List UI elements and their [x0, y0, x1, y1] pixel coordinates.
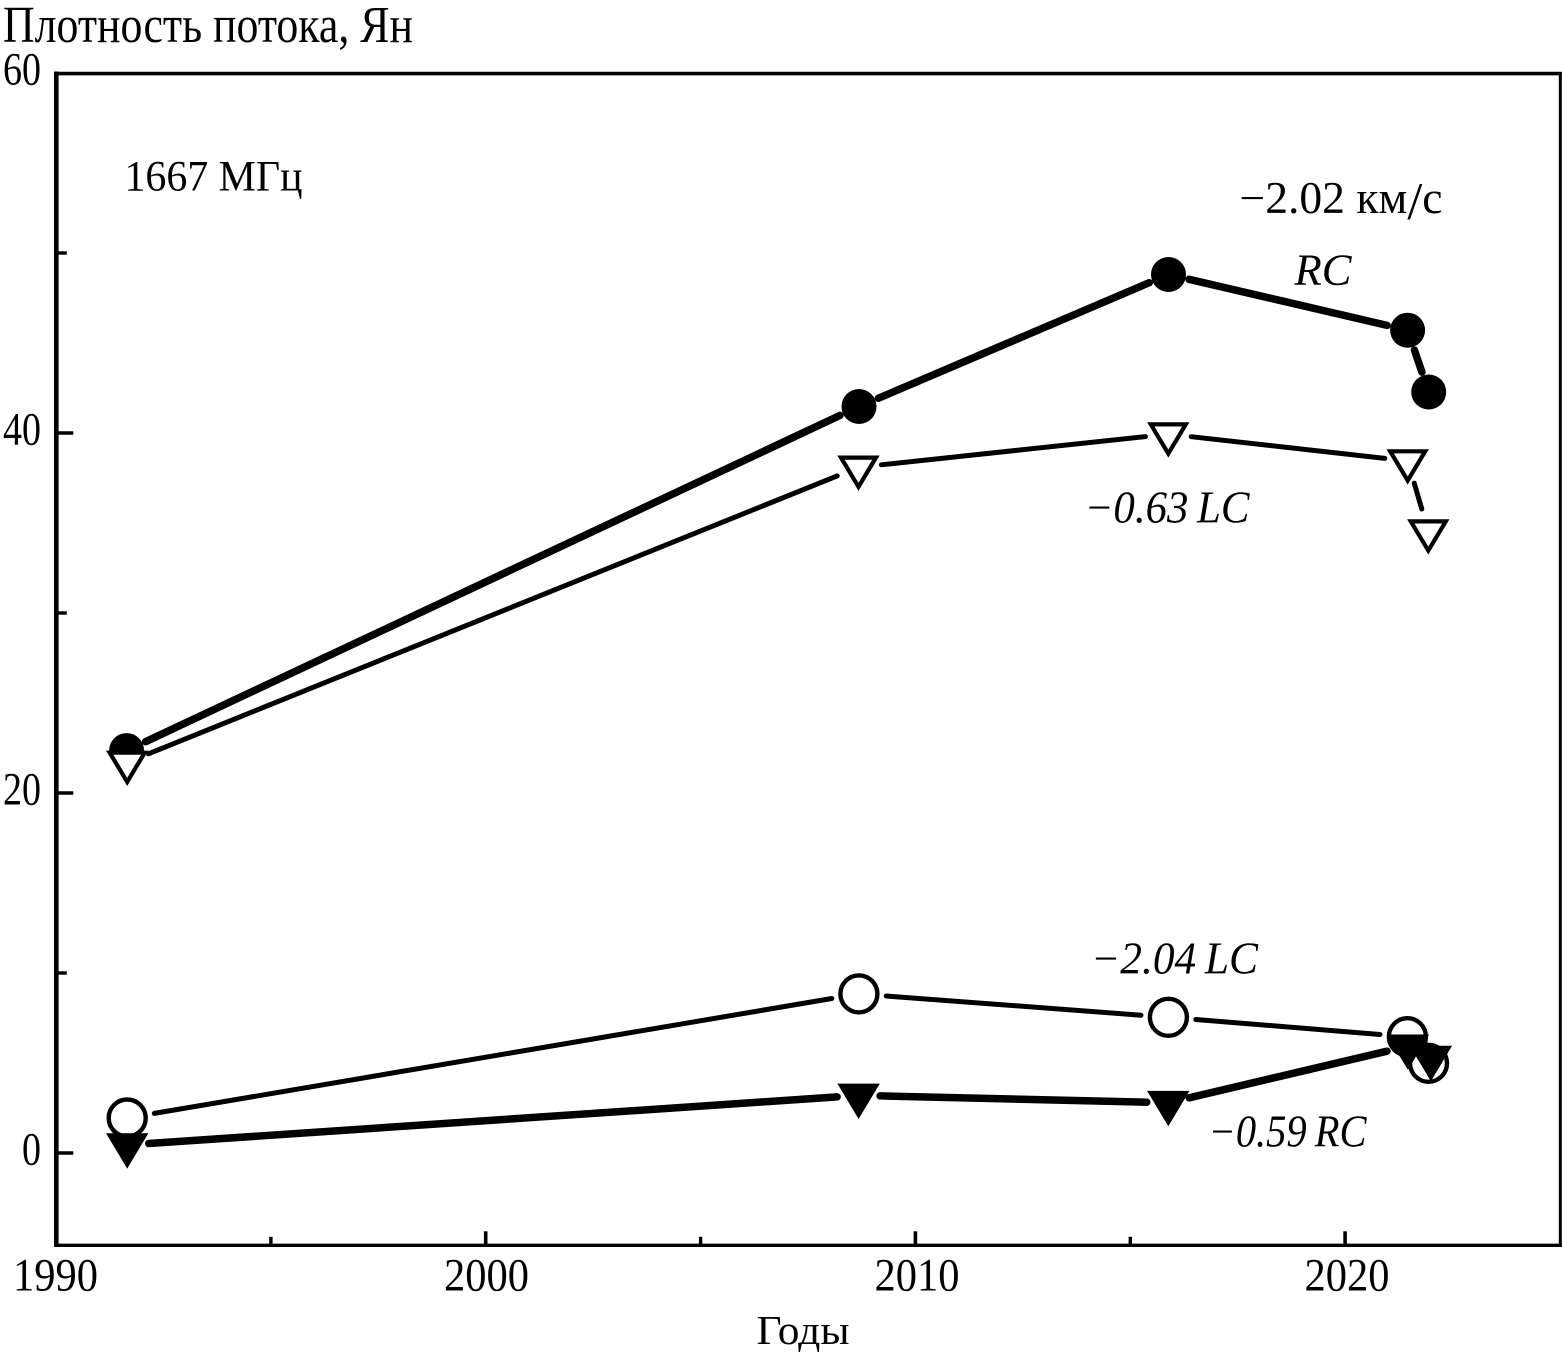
svg-text:−2.02 км/с: −2.02 км/с — [1240, 173, 1443, 231]
svg-text:Плотность потока, Ян: Плотность потока, Ян — [3, 0, 413, 54]
svg-text:1990: 1990 — [13, 1251, 98, 1302]
svg-text:−2.04 LC: −2.04 LC — [1091, 934, 1259, 984]
svg-text:RC: RC — [1293, 245, 1352, 294]
svg-text:−0.59 RC: −0.59 RC — [1209, 1107, 1368, 1157]
svg-text:2020: 2020 — [1305, 1251, 1390, 1302]
svg-text:−0.63 LC: −0.63 LC — [1085, 483, 1251, 533]
svg-text:0: 0 — [22, 1125, 41, 1176]
svg-text:40: 40 — [3, 405, 41, 456]
svg-text:2000: 2000 — [444, 1251, 529, 1302]
svg-text:2010: 2010 — [875, 1251, 960, 1302]
svg-text:Годы: Годы — [757, 1307, 850, 1353]
svg-text:1667 МГц: 1667 МГц — [125, 152, 303, 200]
svg-text:60: 60 — [3, 45, 41, 96]
svg-text:20: 20 — [3, 765, 41, 816]
